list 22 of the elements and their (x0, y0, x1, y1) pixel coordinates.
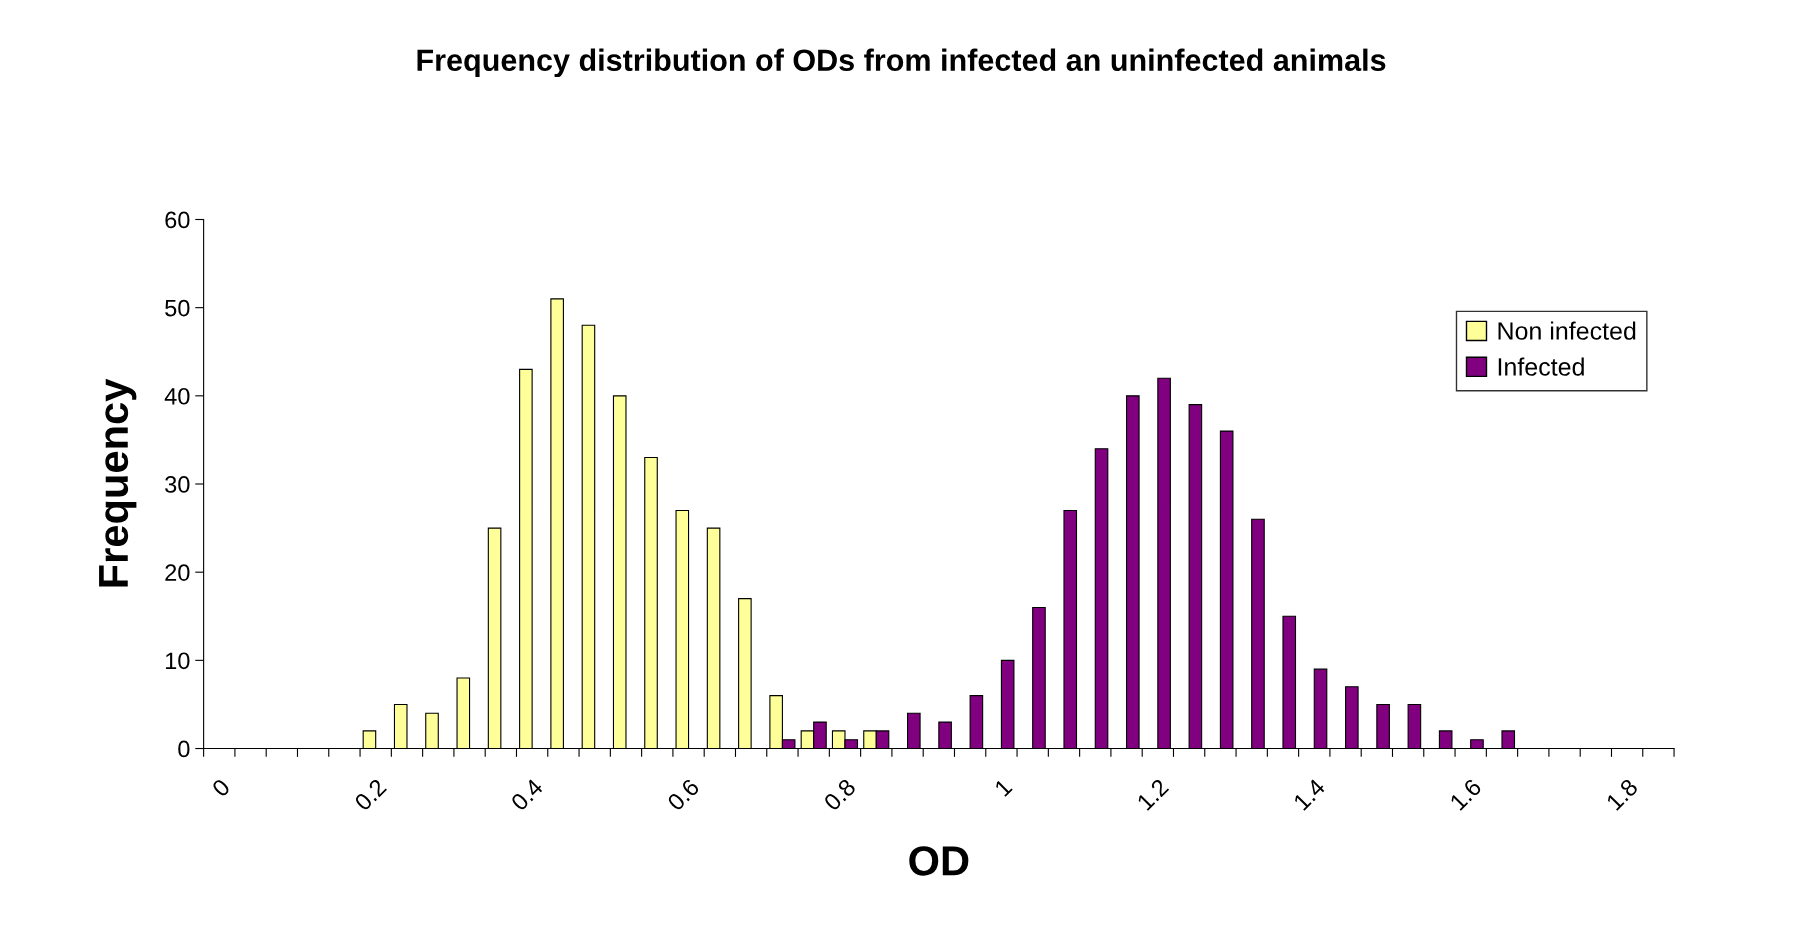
x-tick-label: 0.2 (353, 778, 388, 812)
y-tick-label: 0 (178, 740, 190, 758)
chart-title: Frequency distribution of ODs from infected an uninfected animals (417, 48, 1386, 78)
x-tick-label: 1.4 (1292, 777, 1326, 811)
x-tick-label: 0.4 (510, 777, 544, 812)
legend-label: Infected (1498, 357, 1584, 376)
x-axis-title: OD (909, 846, 969, 876)
x-tick-label: 1.2 (1136, 778, 1170, 811)
y-tick-label: 50 (165, 299, 190, 317)
x-tick-label: 1 (994, 778, 1013, 797)
x-tick-label: 0 (211, 777, 231, 798)
legend-label: Non infected (1498, 321, 1636, 340)
x-tick-label: 1.6 (1449, 777, 1483, 811)
x-tick-label: 0.8 (822, 777, 857, 812)
y-tick-label: 40 (164, 387, 190, 405)
y-axis-title: Frequency (99, 378, 137, 587)
x-tick-label: 1.8 (1605, 777, 1639, 811)
y-tick-label: 20 (165, 564, 190, 581)
y-tick-label: 30 (165, 476, 190, 493)
y-tick-label: 60 (165, 211, 190, 229)
y-tick-label: 10 (165, 652, 190, 670)
x-tick-label: 0.6 (666, 777, 701, 812)
